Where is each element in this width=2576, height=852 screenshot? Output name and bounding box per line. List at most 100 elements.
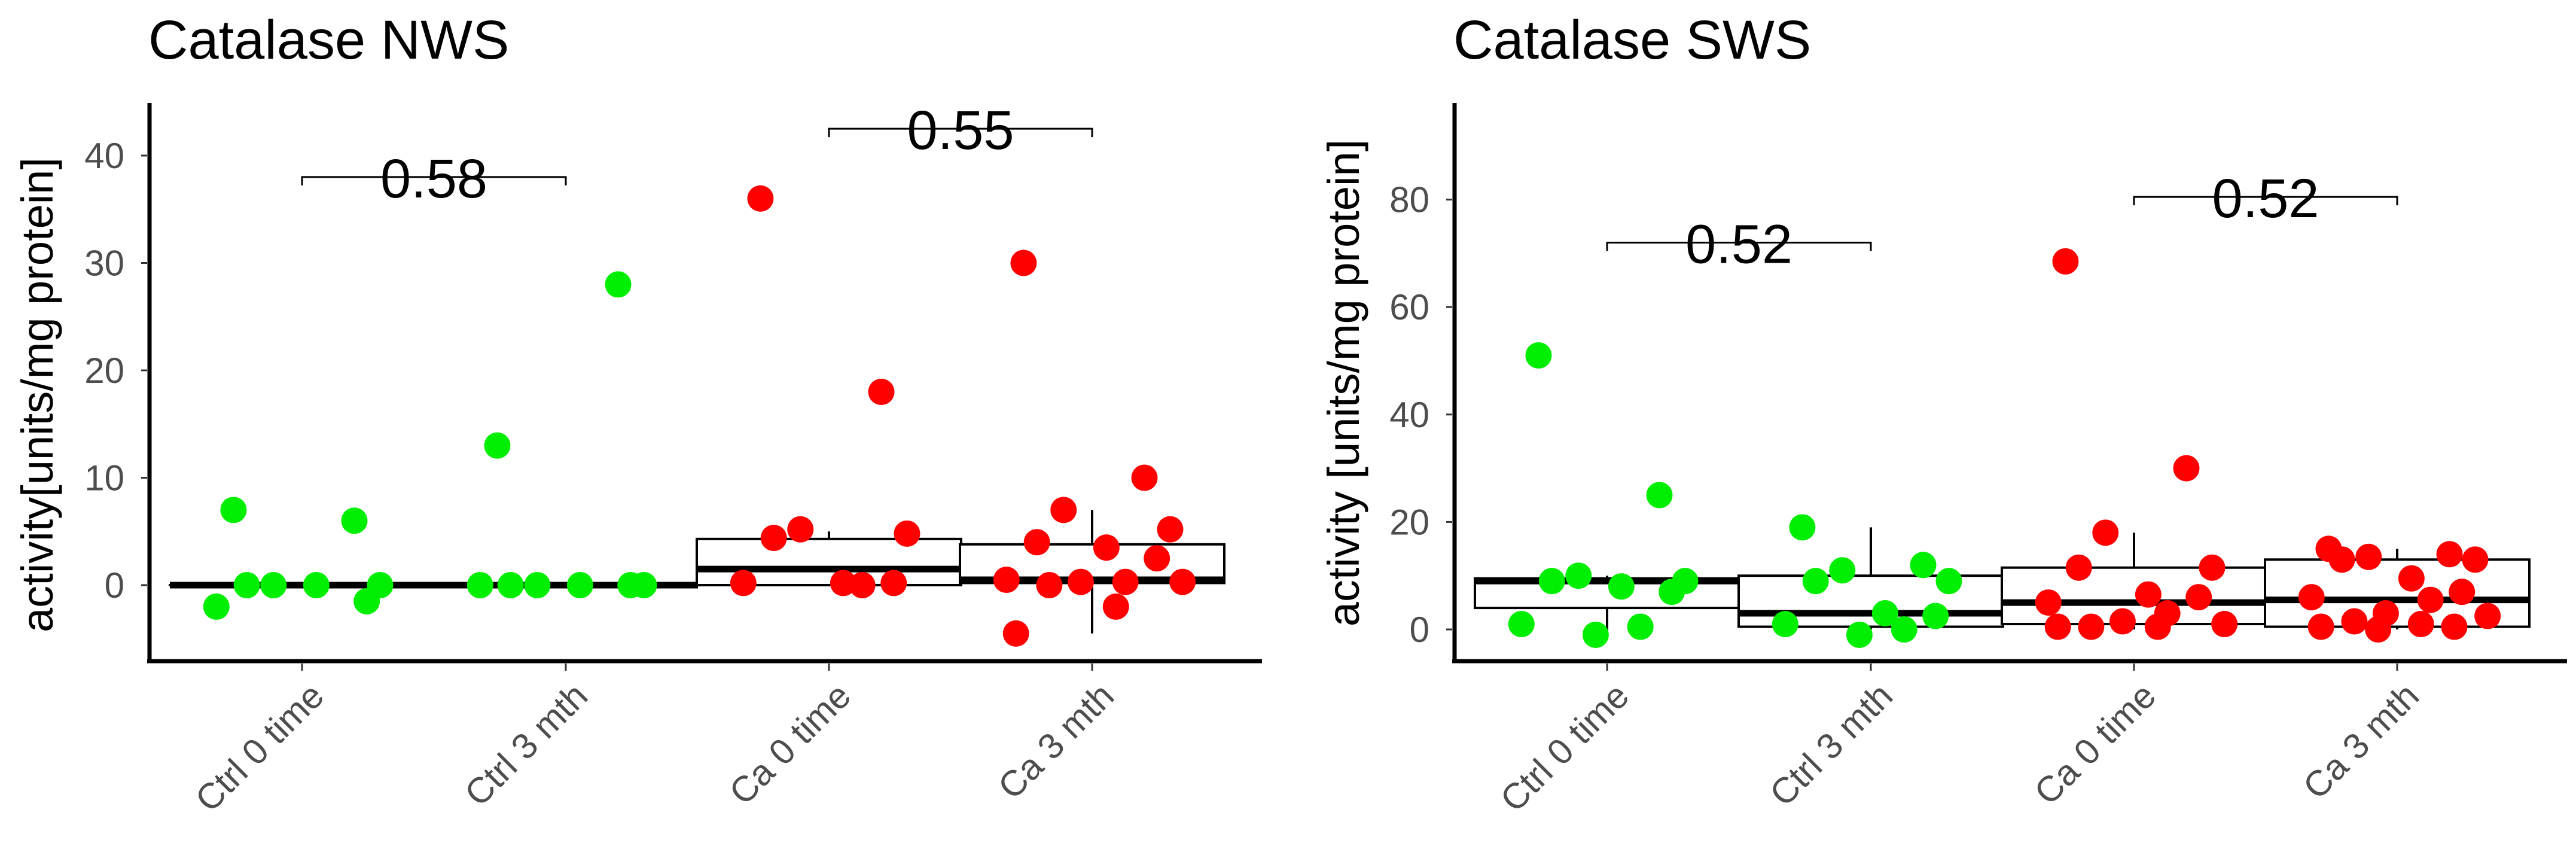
x-tick-label: Ca 0 time — [2026, 675, 2163, 813]
data-point — [605, 271, 632, 298]
data-point — [2474, 603, 2501, 629]
panel-catalase-nws: Catalase NWS activity[units/mg protein] … — [13, 10, 1262, 819]
data-point — [1871, 600, 1898, 627]
y-tick-label: 10 — [84, 458, 124, 498]
x-tick-label: Ca 3 mth — [2295, 675, 2427, 807]
data-point — [617, 572, 644, 598]
data-point — [2185, 584, 2212, 611]
data-point — [220, 497, 247, 524]
p-value-label: 0.52 — [2212, 168, 2319, 229]
data-point — [1659, 579, 1685, 605]
data-point — [993, 567, 1020, 594]
data-point — [2328, 546, 2355, 573]
data-point — [2449, 579, 2476, 605]
data-point — [341, 507, 368, 534]
panel-catalase-sws: Catalase SWS activity [units/mg protein]… — [1319, 10, 2567, 819]
data-point — [1093, 534, 1120, 561]
data-point — [260, 572, 287, 598]
data-point — [524, 572, 551, 598]
data-point — [1646, 482, 1673, 509]
data-point — [1067, 568, 1094, 595]
comparison-bracket — [2133, 196, 2398, 206]
data-point — [1010, 249, 1037, 276]
data-point — [1157, 516, 1184, 543]
x-tick-label: Ctrl 3 mth — [457, 675, 595, 814]
comparison-bracket — [1606, 241, 1872, 251]
data-point — [747, 185, 774, 212]
data-point — [1846, 621, 1873, 648]
p-value-label: 0.55 — [907, 100, 1014, 161]
y-tick-label: 0 — [105, 565, 124, 605]
data-point — [2407, 611, 2434, 638]
data-point — [2044, 613, 2071, 640]
data-point — [1112, 568, 1139, 595]
data-point — [1802, 568, 1829, 595]
data-point — [233, 572, 260, 598]
x-tick-label: Ctrl 0 time — [1493, 675, 1637, 820]
p-value-label: 0.52 — [1685, 214, 1792, 275]
data-point — [1910, 552, 1937, 579]
data-point — [203, 593, 230, 620]
data-point — [1772, 611, 1798, 638]
y-tick-label: 30 — [84, 244, 124, 284]
data-point — [1036, 572, 1063, 598]
data-point — [1829, 557, 1856, 584]
data-point — [1538, 568, 1565, 595]
y-axis-label: activity [units/mg protein] — [1319, 139, 1368, 626]
data-point — [1922, 603, 1949, 629]
comparison-bracket — [828, 127, 1093, 138]
data-point — [2135, 581, 2162, 608]
comparison-bracket — [301, 176, 567, 185]
data-point — [1582, 621, 1609, 648]
data-point — [2436, 541, 2463, 568]
data-point — [303, 572, 330, 598]
data-point — [880, 570, 907, 597]
data-point — [467, 572, 493, 598]
data-point — [2109, 608, 2136, 635]
data-point — [2307, 613, 2334, 640]
data-point — [1023, 529, 1050, 556]
data-point — [2441, 613, 2468, 640]
data-point — [2035, 589, 2062, 616]
data-point — [1935, 568, 1962, 595]
data-point — [2052, 248, 2079, 275]
plot-area: 0 10 20 30 40 Ctrl 0 time Ctrl 3 mth Ca 0 time C… — [84, 100, 1225, 819]
p-value-label: 0.58 — [380, 148, 487, 209]
data-point — [2144, 613, 2171, 640]
y-axis-label: activity[units/mg protein] — [13, 157, 62, 632]
y-tick-label: 0 — [1410, 610, 1429, 650]
data-point — [2065, 554, 2092, 581]
x-tick-label: Ca 3 mth — [990, 675, 1122, 807]
data-point — [1627, 613, 1654, 640]
data-point — [1525, 342, 1552, 369]
data-point — [2298, 584, 2325, 611]
data-point — [760, 525, 787, 552]
data-point — [1131, 464, 1158, 491]
data-point — [2398, 565, 2425, 592]
data-point — [1144, 545, 1170, 572]
data-point — [484, 432, 511, 459]
data-point — [1050, 497, 1077, 524]
data-point — [868, 378, 895, 405]
y-tick-label: 40 — [1389, 395, 1429, 435]
data-point — [830, 570, 856, 597]
data-point — [2355, 543, 2382, 570]
data-point — [1002, 620, 1029, 647]
data-point — [2092, 519, 2119, 546]
data-point — [730, 570, 757, 597]
x-tick-label: Ca 0 time — [721, 675, 858, 813]
data-point — [2341, 608, 2368, 635]
data-point — [1608, 573, 1635, 600]
data-point — [1169, 568, 1196, 595]
data-point — [1789, 514, 1816, 541]
y-tick-label: 40 — [84, 136, 124, 176]
data-point — [1565, 562, 1592, 589]
data-point — [497, 572, 524, 598]
data-point — [2173, 455, 2200, 482]
data-point — [849, 572, 876, 598]
y-tick-label: 80 — [1389, 180, 1429, 220]
data-point — [1508, 611, 1535, 638]
y-tick-label: 20 — [1389, 502, 1429, 542]
y-tick-label: 60 — [1389, 287, 1429, 327]
